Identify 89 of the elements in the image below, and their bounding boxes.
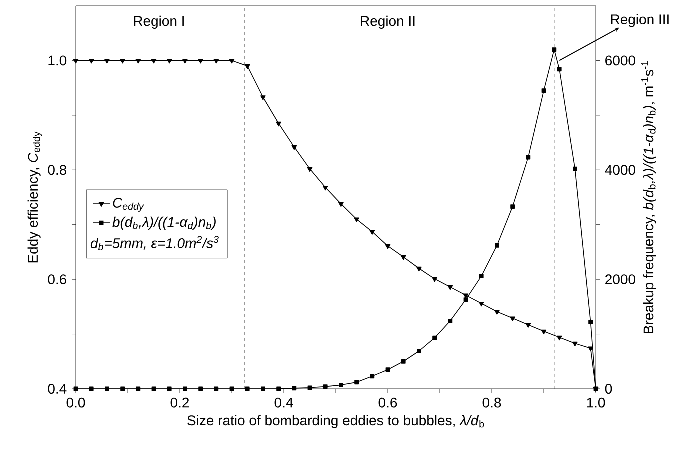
point xyxy=(588,346,594,352)
point xyxy=(494,310,500,315)
annotation: Region I xyxy=(134,16,184,29)
x-tick-label: 0.4 xyxy=(274,398,294,408)
point xyxy=(526,323,532,328)
point xyxy=(276,386,281,392)
point xyxy=(136,386,141,392)
point xyxy=(89,386,94,392)
point xyxy=(198,59,204,64)
point xyxy=(463,294,469,298)
x-tick-label: 1.0 xyxy=(587,398,606,408)
x-tick-label: 0.2 xyxy=(170,398,190,408)
point xyxy=(572,342,578,347)
x-tick-label: 0.6 xyxy=(378,398,398,408)
point xyxy=(166,59,172,64)
annotation: d$_{b}$=5mm, ε=1.0m$^{2}$/s$^{3}$ xyxy=(90,236,219,250)
annotation: Region III xyxy=(611,14,669,28)
annotation: Region II xyxy=(361,16,415,29)
point xyxy=(370,230,376,235)
point xyxy=(588,320,594,324)
point xyxy=(416,266,422,272)
point xyxy=(432,336,438,340)
y2-tick-label: 4000 xyxy=(605,165,636,176)
x-tick-label: 0.8 xyxy=(482,398,502,408)
y-tick-label: 0.6 xyxy=(48,274,67,285)
point xyxy=(245,386,250,392)
point xyxy=(385,244,391,250)
point xyxy=(338,202,344,208)
point xyxy=(495,243,500,248)
point xyxy=(167,386,172,392)
point xyxy=(510,204,516,210)
point xyxy=(386,368,390,372)
point xyxy=(120,386,125,392)
point xyxy=(105,386,110,392)
point xyxy=(244,64,250,70)
y-tick-label: 1.0 xyxy=(48,56,67,66)
point xyxy=(182,59,188,64)
point xyxy=(541,330,547,335)
legend-label: C$_{eddy}$ xyxy=(113,198,144,212)
point xyxy=(401,359,406,364)
point xyxy=(308,386,312,390)
point xyxy=(214,59,220,64)
point xyxy=(136,59,142,64)
point xyxy=(400,255,406,260)
point xyxy=(479,274,484,278)
point xyxy=(120,59,126,64)
point xyxy=(556,336,562,341)
x-tick-label: 0.0 xyxy=(66,398,86,408)
point xyxy=(292,386,297,391)
point xyxy=(104,59,110,64)
y2-tick-label: 0 xyxy=(605,384,612,394)
y2-tick-label: 6000 xyxy=(606,56,636,66)
point xyxy=(261,386,266,392)
point xyxy=(417,349,422,354)
point xyxy=(339,382,344,388)
y-tick-label: 0.4 xyxy=(48,384,67,394)
point xyxy=(370,374,375,379)
point xyxy=(478,302,484,307)
point xyxy=(183,386,188,392)
text: Breakup frequency, b(d$_{b}$,λ)/((1-α$_{d}$)n$_{b}$), m$^{-1}$s$^{-1}$ xyxy=(642,61,656,334)
point xyxy=(88,59,94,64)
point xyxy=(307,167,313,172)
point xyxy=(557,67,562,72)
point xyxy=(464,298,468,302)
point xyxy=(510,316,516,322)
point xyxy=(448,286,454,290)
point xyxy=(322,186,328,191)
point xyxy=(276,122,282,127)
y2-tick-label: 2000 xyxy=(606,274,636,285)
point xyxy=(198,386,203,392)
point xyxy=(354,380,360,385)
point xyxy=(573,166,578,172)
point xyxy=(552,48,557,52)
point xyxy=(448,318,453,324)
y-axis-title: Eddy efficiency, C$_{eddy}$ xyxy=(28,132,42,263)
point xyxy=(432,277,438,282)
x-axis-title: Size ratio of bombarding eddies to bubbles, λ/d$_{b}$ xyxy=(188,415,484,428)
point xyxy=(354,218,360,222)
point xyxy=(73,59,79,64)
legend-label: b(d$_{b}$,λ)/((1-α$_{d}$)n$_{b}$) xyxy=(112,216,216,230)
point xyxy=(292,145,298,150)
y-tick-label: 0.8 xyxy=(48,165,67,176)
point xyxy=(323,384,328,390)
point xyxy=(260,96,266,100)
point xyxy=(542,88,546,94)
point xyxy=(151,59,157,64)
point xyxy=(214,386,219,392)
point xyxy=(526,155,531,160)
point xyxy=(229,59,235,64)
